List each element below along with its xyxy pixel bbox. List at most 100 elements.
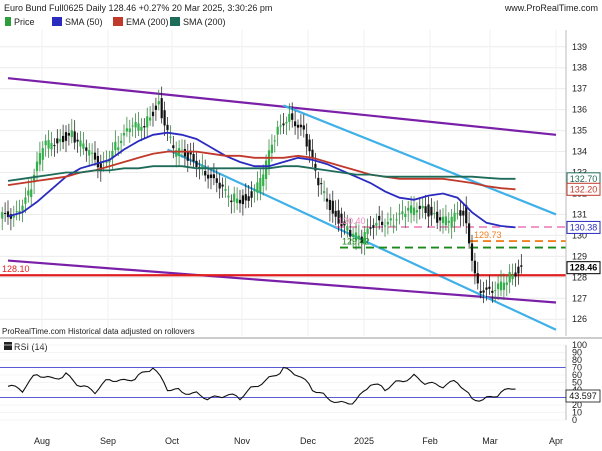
candle-body [224,189,227,191]
candle-body [91,152,94,154]
price-tick-label: 138 [572,63,587,73]
candle-body [360,236,363,243]
legend-label-price: Price [14,17,35,27]
candle-body [236,198,239,204]
candle-body [137,123,140,131]
price-tag: 130.38 [570,222,598,232]
candle-body [410,205,413,214]
candle-body [244,194,247,201]
price-tick-label: 135 [572,126,587,136]
candle-body [146,116,149,128]
candle-body [346,226,349,231]
candle-body [212,174,215,179]
rsi-tick-label: 100 [572,340,587,350]
rsi-panel: RSI (14) 0102030405060708090100 43.597 [0,340,601,425]
price-tag-box [566,261,601,275]
candle-body [378,215,381,221]
candle-body [308,139,311,152]
candle-body [270,144,273,154]
candle-body [415,210,418,213]
rsi-value-tag: 43.597 [569,391,597,401]
price-grid [0,30,566,336]
candle-body [30,189,33,198]
candle-body [311,149,314,159]
candle-body [421,205,424,209]
candle-body [497,283,500,290]
candle-body [404,213,407,218]
series-line-rsi [7,366,516,405]
candle-body [349,229,352,237]
candle-body [96,155,99,168]
candle-body [201,165,204,169]
candle-body [175,150,178,157]
candle-body [131,125,134,127]
candle-body [125,128,128,132]
candle-body [427,204,430,217]
legend-item-price: Price [5,17,35,27]
rsi-axis: 0102030405060708090100 [565,340,587,425]
price-tag: 132.70 [570,174,598,184]
candle-body [24,197,27,204]
price-tag: 128.46 [570,263,598,273]
candle-body [439,217,442,221]
candle-body [149,117,152,121]
price-tag-box [566,182,601,196]
candle-body [505,282,508,285]
candle-body [151,111,155,117]
candle-body [67,133,70,136]
price-plot-area [0,30,566,336]
candle-body [302,125,305,130]
series-line-sma-50 [7,131,516,229]
candle-body [256,182,259,193]
price-tick-label: 130 [572,230,587,240]
candle-body [140,126,143,131]
candle-body [375,222,378,226]
candle-body [93,152,97,160]
candle-body [291,113,294,120]
legend-label-ema200: EMA (200) [126,17,169,27]
candle-body [169,136,172,138]
time-tick-label: Mar [482,436,498,446]
candle-body [331,200,334,214]
candle-body [209,174,213,178]
candle-body [465,205,468,224]
candle-body [134,122,137,128]
price-tag: 132.20 [570,184,598,194]
candle-body [508,272,511,283]
candle-body [328,199,331,210]
candle-body [73,131,76,143]
price-tick-label: 139 [572,42,587,52]
candle-body [183,149,186,157]
candle-body [128,128,131,133]
candle-body [488,286,491,289]
candle-body [64,132,68,141]
candle-body [470,243,474,261]
legend-item-ema200: EMA (200) [113,17,169,27]
trendline-blue-channel-top[interactable] [283,104,557,216]
series-line-sma-200 [7,165,516,182]
candle-body [325,198,329,202]
trendline-purple-lower[interactable] [7,259,557,304]
candle-body [485,287,488,290]
level-label: 130.40 [338,216,366,226]
time-tick-label: Feb [422,436,438,446]
candle-body [441,216,445,224]
price-tick-label: 131 [572,209,587,219]
candle-body [514,272,517,277]
candle-body [250,191,253,198]
candle-body [70,130,73,138]
candle-body [47,140,50,149]
price-tick-label: 137 [572,84,587,94]
candle-body [27,190,30,196]
candle-body [323,191,326,193]
level-label: 128.10 [2,264,30,274]
candle-body [279,125,282,127]
candle-body [343,221,346,226]
candle-body [247,196,250,201]
rsi-tick-label: 60 [572,370,582,380]
rsi-value-tag-box [565,389,601,403]
rsi-tick-label: 90 [572,348,582,358]
trendline-purple-upper[interactable] [7,77,557,136]
price-candles [1,86,523,304]
candle-body [430,206,433,216]
